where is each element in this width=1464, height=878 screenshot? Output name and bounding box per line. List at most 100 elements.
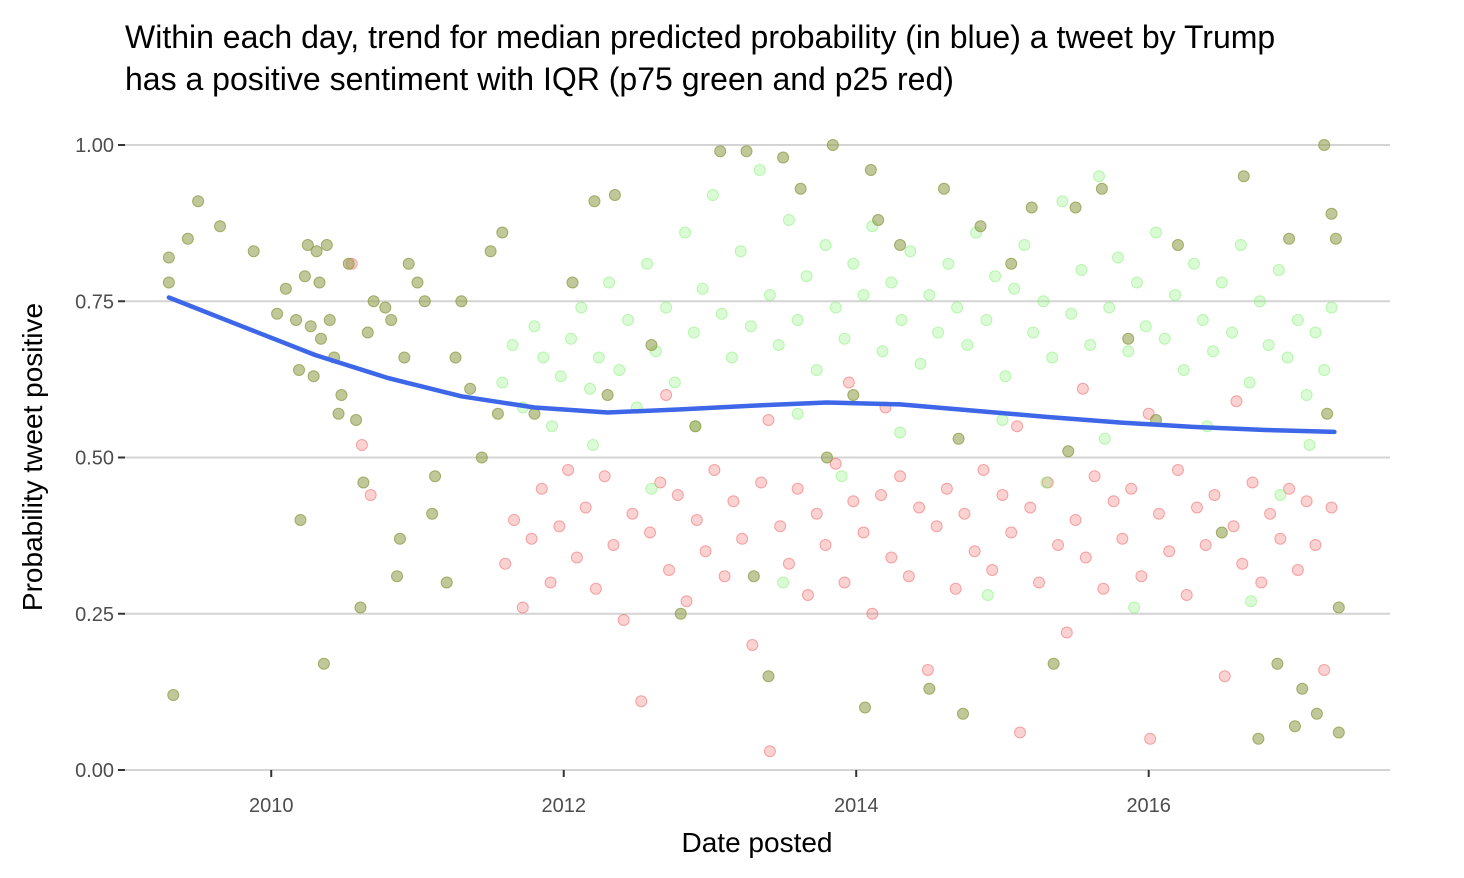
overlap-point [162,251,175,264]
p75-point [753,164,766,176]
p75-point [1196,314,1209,326]
p25-point [885,551,898,564]
overlap-point [1069,201,1082,214]
overlap-point [301,239,314,251]
overlap-point [777,151,790,164]
gridlines [125,144,1390,771]
p75-point [876,345,889,358]
p75-point [1111,251,1124,264]
p25-point [718,570,731,583]
p25-point [996,489,1009,501]
overlap-point [192,195,205,208]
p25-point [727,495,740,508]
p25-point [1230,395,1243,408]
overlap-point [361,326,374,339]
p25-point [755,476,768,489]
overlap-point [1321,407,1334,420]
p75-point [679,226,692,239]
p25-point [819,539,832,551]
p75-point [1008,282,1021,295]
p75-point [857,289,870,301]
p25-point [1325,501,1338,514]
p75-point [1122,345,1135,358]
p25-point [1005,526,1018,539]
p25-point [1041,476,1054,489]
overlap-point [956,707,969,720]
chart-title-line-2: has a positive sentiment with IQR (p75 g… [125,61,954,97]
p75-point [1207,345,1220,358]
p25-point [579,501,592,514]
p25-point [1024,501,1037,514]
overlap-point [872,214,885,226]
p75-point [1177,364,1190,376]
overlap-point [858,701,871,714]
p75-point [1188,257,1201,270]
p75-point [772,339,785,351]
overlap-point [393,532,406,545]
overlap-point [1310,707,1323,720]
x-axis-title: Date posted [682,827,833,858]
p25-point [1283,482,1296,495]
overlap-point [762,670,775,683]
p25-point [1199,539,1212,551]
p25-point [1060,626,1073,639]
overlap-point [601,389,614,401]
overlap-point [304,320,317,333]
overlap-point [645,339,658,351]
p25-point [1152,507,1165,520]
p25-point [894,470,907,483]
overlap-point [307,370,320,383]
p25-point [1318,664,1331,676]
y-axis: 0.00 0.25 0.50 0.75 1.00 [75,135,125,782]
p25-point [1246,476,1259,489]
p75-point [603,276,616,289]
overlap-point [455,295,468,308]
overlap-point [1283,232,1296,245]
p25-point [607,539,620,551]
p75-point [565,332,578,345]
p75-point [1303,439,1316,451]
p25-point [791,482,804,495]
data-points [162,139,1345,758]
overlap-point [1062,445,1075,458]
p25-point [635,695,648,708]
p75-point [1092,170,1105,183]
overlap-point [747,570,760,583]
p75-point [1169,289,1182,301]
overlap-point [864,164,877,176]
overlap-point [247,245,260,258]
overlap-point [1005,257,1018,270]
y-tick-label: 0.75 [75,291,114,313]
p25-point [1227,520,1240,533]
overlap-point [923,682,936,695]
p25-point [801,589,814,601]
p25-point [654,476,667,489]
overlap-point [608,189,621,201]
overlap-point [496,226,509,239]
p75-point [528,320,541,333]
x-axis: 2010 2012 2014 2016 [249,770,1171,817]
overlap-point [674,607,687,620]
overlap-point [1329,232,1342,245]
overlap-point [937,182,950,195]
p25-point [1125,482,1138,495]
p75-point [1253,295,1266,308]
overlap-point [342,257,355,270]
overlap-point [1332,601,1345,614]
overlap-point [1237,170,1250,183]
p75-point [838,332,851,345]
p75-point [980,314,993,326]
p25-point [1088,470,1101,483]
overlap-point [826,139,839,151]
p75-point [1150,226,1163,239]
overlap-point [310,245,323,258]
overlap-point [317,657,330,670]
p25-point [940,482,953,495]
p75-point [706,189,719,201]
overlap-point [357,476,370,489]
p25-point [866,607,879,620]
overlap-point [566,276,579,289]
p25-point [535,482,548,495]
p25-point [1107,495,1120,508]
p25-point [1163,545,1176,558]
